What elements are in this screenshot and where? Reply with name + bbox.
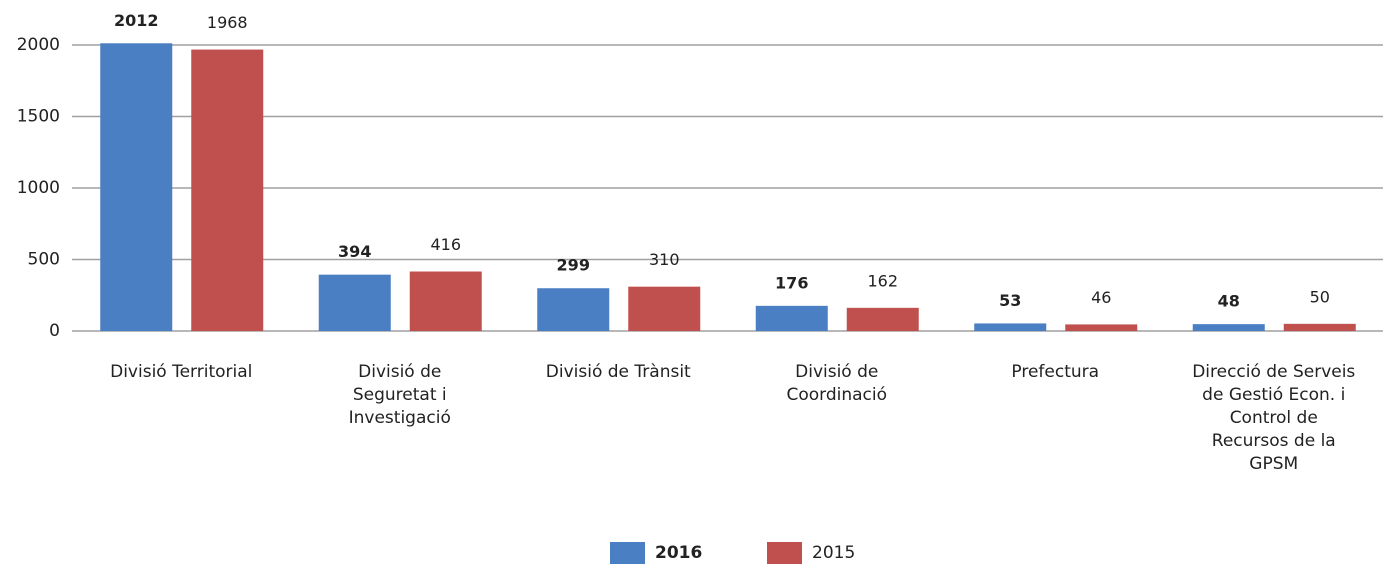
- y-tick-label: 1500: [17, 107, 60, 127]
- bar: [1192, 324, 1265, 331]
- data-label: 53: [999, 291, 1021, 310]
- y-tick-label: 500: [28, 250, 60, 270]
- bar: [846, 307, 919, 331]
- data-label: 46: [1091, 288, 1111, 307]
- x-tick-label: Divisió de Seguretat i Investigació: [348, 362, 451, 428]
- bar: [974, 323, 1047, 331]
- data-label: 162: [867, 271, 898, 290]
- bar: [1065, 324, 1138, 331]
- bar: [628, 286, 701, 331]
- x-tick-label: Prefectura: [1011, 362, 1100, 382]
- legend-swatch: [610, 542, 645, 564]
- data-label: 2012: [114, 11, 159, 30]
- bar: [409, 271, 482, 331]
- data-label: 299: [557, 256, 590, 275]
- y-tick-label: 2000: [17, 35, 60, 55]
- x-tick-label: Divisió de Coordinació: [786, 362, 888, 405]
- bar: [100, 43, 173, 332]
- y-tick-label: 1000: [17, 178, 60, 198]
- x-tick-label: Divisió de Trànsit: [545, 362, 691, 382]
- data-label: 394: [338, 242, 371, 261]
- bar: [1283, 323, 1356, 331]
- data-label: 310: [649, 250, 680, 269]
- bar: [755, 305, 828, 331]
- y-tick-label: 0: [49, 321, 60, 341]
- legend-label: 2015: [812, 543, 855, 563]
- bar: [537, 288, 610, 331]
- bar: [191, 49, 264, 332]
- bar: [318, 274, 391, 331]
- data-label: 50: [1310, 287, 1330, 306]
- x-tick-label: Divisió Territorial: [110, 362, 253, 382]
- data-label: 416: [430, 235, 461, 254]
- legend-swatch: [767, 542, 802, 564]
- data-label: 48: [1218, 292, 1240, 311]
- data-label: 1968: [207, 13, 248, 32]
- legend-label: 2016: [655, 543, 702, 563]
- data-label: 176: [775, 273, 808, 292]
- x-tick-label: Direcció de Serveis de Gestió Econ. i Co…: [1192, 362, 1356, 474]
